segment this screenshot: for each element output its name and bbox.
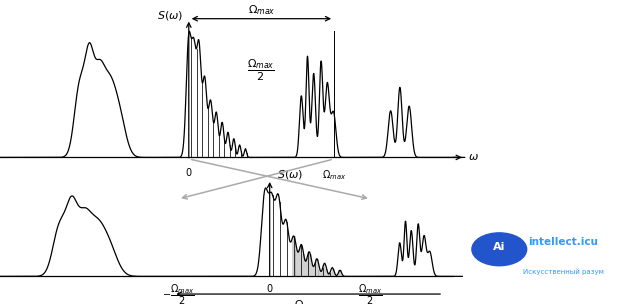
Circle shape	[472, 233, 527, 266]
Text: $\omega$: $\omega$	[468, 152, 479, 162]
Text: Искусственный разум: Искусственный разум	[523, 269, 604, 275]
Text: Ai: Ai	[493, 243, 505, 252]
Text: $\Omega_{max}$: $\Omega_{max}$	[322, 168, 347, 182]
Text: $\Omega_{max}$: $\Omega_{max}$	[294, 299, 322, 304]
Text: $\dfrac{\Omega_{max}}{2}$: $\dfrac{\Omega_{max}}{2}$	[358, 282, 383, 304]
Text: intellect.icu: intellect.icu	[528, 237, 598, 247]
Text: $S(\omega)$: $S(\omega)$	[278, 168, 304, 181]
Text: $S(\omega)$: $S(\omega)$	[157, 9, 183, 22]
Text: $\dfrac{\Omega_{max}}{2}$: $\dfrac{\Omega_{max}}{2}$	[247, 58, 275, 83]
Text: $\Omega_{max}$: $\Omega_{max}$	[248, 3, 275, 17]
Text: 0: 0	[266, 284, 273, 294]
Text: 0: 0	[186, 168, 192, 178]
Text: $-\dfrac{\Omega_{max}}{2}$: $-\dfrac{\Omega_{max}}{2}$	[161, 282, 194, 304]
